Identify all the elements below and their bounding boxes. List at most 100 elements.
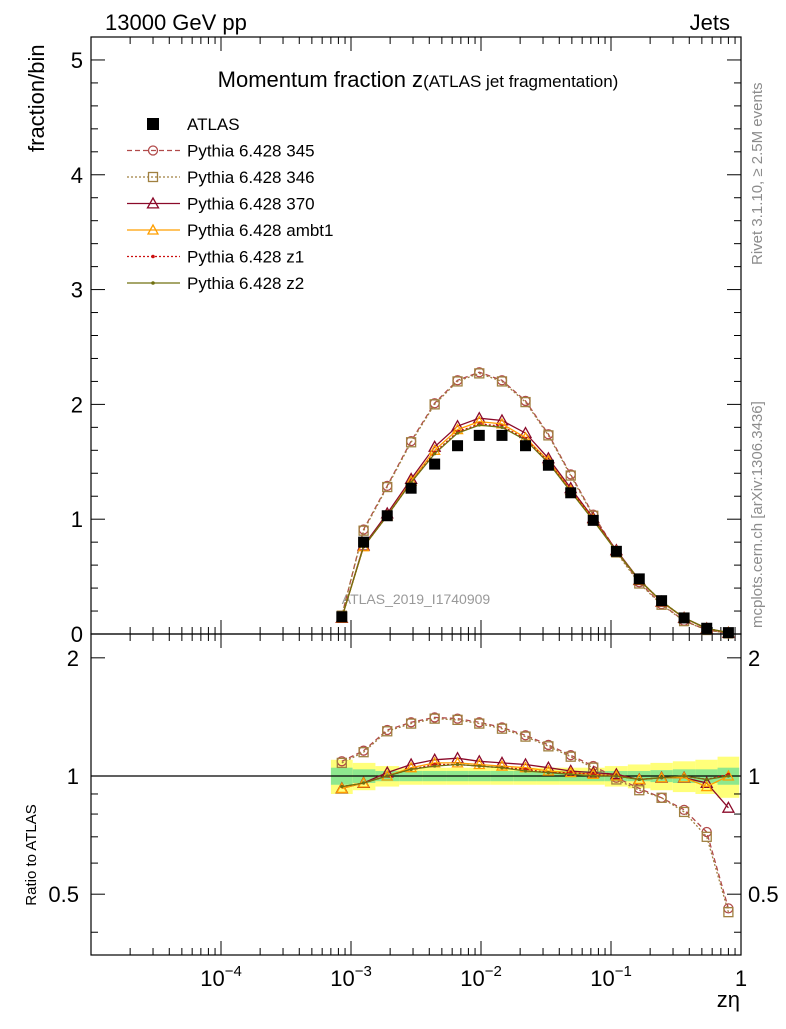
legend-item: Pythia 6.428 ambt1	[127, 221, 333, 240]
mcplots-label: mcplots.cern.ch [arXiv:1306.3436]	[749, 401, 766, 628]
data-point-370	[609, 767, 623, 780]
data-point-z2	[361, 781, 366, 785]
data-point-346	[405, 718, 417, 729]
ratio-y-tick-label-right: 0.5	[748, 882, 779, 907]
x-tick-label: 1	[735, 966, 747, 991]
data-point-atlas	[520, 440, 532, 452]
data-point-346	[474, 368, 485, 379]
data-point-ambt1	[473, 758, 486, 770]
data-point-z2	[477, 764, 481, 768]
ratio-y-axis-label: Ratio to ATLAS	[23, 804, 40, 905]
data-point-z2	[340, 784, 344, 789]
data-point-z2	[409, 767, 413, 771]
data-point-346	[429, 399, 440, 410]
legend-label: Pythia 6.428 ambt1	[187, 221, 333, 240]
data-point-346	[543, 741, 554, 752]
data-point-346	[382, 726, 393, 737]
data-point-346	[565, 751, 576, 762]
data-point-ambt1	[700, 780, 713, 792]
data-point-346	[520, 731, 531, 742]
data-point-atlas	[473, 429, 485, 441]
data-point-346	[429, 713, 440, 724]
data-point-ambt1	[405, 761, 418, 773]
legend-item: Pythia 6.428 z2	[127, 274, 304, 293]
y-tick-label: 3	[71, 278, 83, 303]
data-point-z2	[682, 774, 686, 778]
data-point-346	[405, 437, 417, 448]
data-point-z2	[455, 431, 460, 435]
data-point-370	[721, 800, 736, 813]
series-line-345	[341, 716, 730, 909]
x-tick-label: 10−3	[330, 963, 372, 991]
data-point-z2	[433, 452, 437, 456]
data-point-z2	[569, 772, 573, 776]
data-point-z2	[455, 762, 460, 767]
ratio-y-tick-label-left: 1	[67, 764, 79, 789]
y-tick-label: 2	[71, 392, 83, 417]
data-point-z2	[726, 774, 731, 778]
series-line-346	[341, 372, 729, 635]
analysis-watermark: ATLAS_2019_I1740909	[342, 591, 491, 607]
legend-label: ATLAS	[187, 115, 240, 134]
data-point-atlas	[633, 573, 645, 585]
series-line-z2	[341, 763, 729, 788]
data-point-atlas	[722, 627, 734, 639]
legend: ATLAS Pythia 6.428 345 Pythia 6.428 346 Pyt…	[127, 115, 333, 293]
data-point-atlas	[381, 510, 393, 522]
data-point-ambt1	[335, 782, 348, 794]
data-point-ambt1	[542, 764, 555, 776]
data-point-z2	[637, 777, 641, 782]
legend-marker	[147, 171, 159, 183]
chart-title: Momentum fraction z	[218, 67, 423, 92]
header-left: 13000 GeV pp	[105, 10, 247, 35]
main-y-axis-label: fraction/bin	[24, 44, 49, 152]
legend-label: Pythia 6.428 z2	[187, 274, 304, 293]
data-point-346	[452, 376, 463, 387]
ratio-series-group	[335, 712, 736, 918]
data-point-atlas	[336, 611, 348, 623]
legend-label: Pythia 6.428 z1	[187, 248, 304, 267]
data-point-345	[678, 804, 690, 815]
data-point-346	[723, 907, 734, 918]
data-point-346	[382, 481, 393, 493]
legend-marker	[151, 254, 155, 259]
legend-marker-atlas	[147, 118, 159, 130]
chart-subtitle: (ATLAS jet fragmentation)	[423, 72, 618, 91]
legend-item: Pythia 6.428 370	[127, 195, 315, 214]
x-tick-label: 10−1	[590, 963, 632, 991]
svg-text:Momentum fraction z(ATLAS jet: Momentum fraction z(ATLAS jet fragmentat…	[218, 67, 619, 92]
main-title: Momentum fraction z(ATLAS jet fragmentat…	[218, 67, 619, 92]
series-line-346	[341, 717, 730, 913]
data-point-z2	[500, 766, 504, 770]
data-point-atlas	[452, 440, 464, 452]
x-tick-label: 10−2	[460, 963, 502, 991]
data-point-z2	[385, 774, 389, 778]
data-point-z2	[659, 776, 664, 780]
data-point-z2	[500, 425, 504, 429]
data-point-z2	[614, 774, 618, 778]
legend-item: Pythia 6.428 346	[127, 168, 315, 187]
legend-marker	[146, 196, 160, 209]
data-point-346	[634, 785, 645, 796]
header-right: Jets	[690, 10, 730, 35]
data-point-atlas	[678, 612, 690, 624]
data-point-atlas	[496, 429, 508, 441]
ratio-plot-frame	[90, 633, 742, 956]
data-point-346	[336, 757, 347, 769]
data-point-atlas	[656, 595, 668, 607]
y-tick-label: 5	[71, 48, 83, 73]
data-point-346	[565, 470, 576, 481]
data-point-z2	[523, 769, 528, 773]
data-point-z2	[546, 771, 551, 775]
legend-label: Pythia 6.428 345	[187, 142, 315, 161]
data-point-346	[520, 396, 531, 408]
legend-item: ATLAS	[147, 115, 240, 134]
data-point-346	[496, 723, 508, 734]
main-axis-ticks: 0 1 2 3 4 5	[71, 36, 742, 647]
data-point-atlas	[701, 622, 713, 634]
ratio-y-tick-label-left: 0.5	[48, 882, 79, 907]
data-point-346	[496, 376, 508, 387]
data-point-atlas	[587, 514, 599, 526]
data-point-atlas	[565, 487, 577, 499]
